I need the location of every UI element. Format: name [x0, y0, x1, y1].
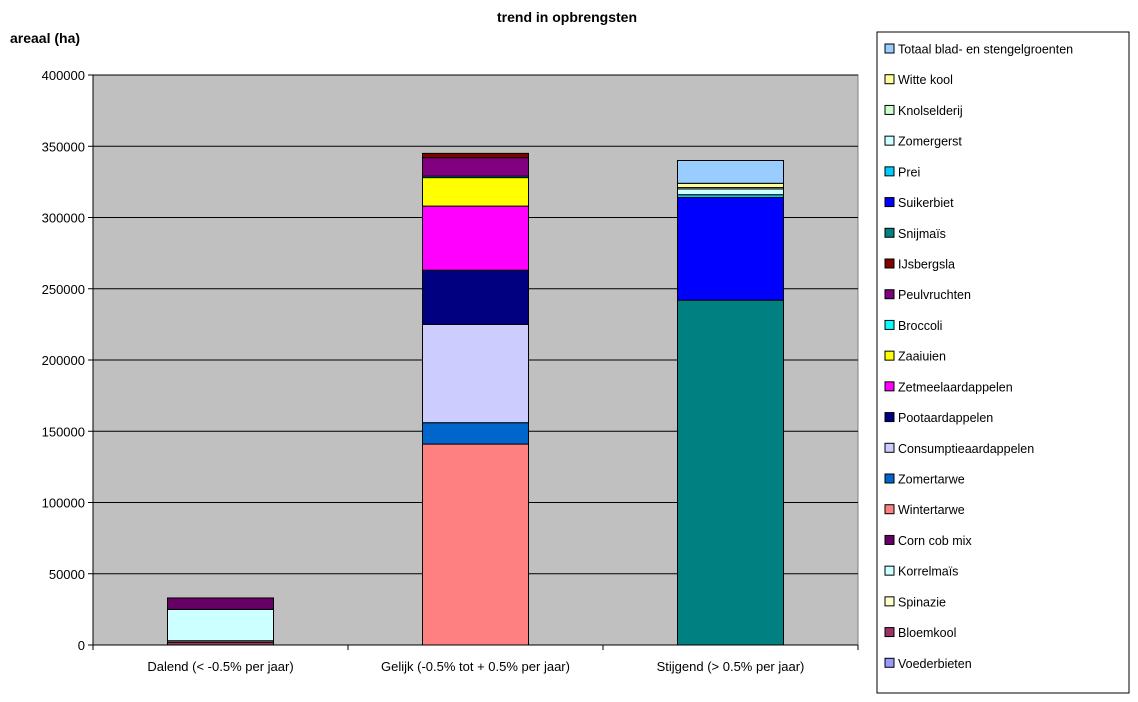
bar-segment [677, 188, 784, 196]
legend-swatch [884, 657, 895, 668]
legend-swatch [884, 135, 895, 146]
legend-swatch [884, 319, 895, 330]
legend-label: Voederbieten [898, 657, 972, 671]
legend-label: Pootaardappelen [898, 411, 993, 425]
legend-label: Witte kool [898, 73, 953, 87]
bar-segment [167, 608, 274, 642]
legend-swatch [884, 350, 895, 361]
bar-segment [422, 269, 529, 325]
legend-label: Prei [898, 165, 920, 179]
y-tick-label: 300000 [42, 211, 85, 226]
legend-label: IJsbergsla [898, 258, 955, 272]
legend-label: Consumptieaardappelen [898, 442, 1034, 456]
legend-swatch [884, 166, 895, 177]
chart-title: trend in opbrengsten [497, 9, 637, 25]
bar-segment [422, 157, 529, 177]
legend-label: Zaaiuien [898, 350, 946, 364]
legend-label: Totaal blad- en stengelgroenten [898, 43, 1073, 57]
bar-segment [422, 323, 529, 424]
legend-swatch [884, 412, 895, 423]
legend-swatch [884, 289, 895, 300]
plot-area: 0 50000 100000 150000 200000 250000 300000 3500… [42, 68, 859, 674]
legend-label: Snijmaïs [898, 227, 946, 241]
legend-label: Peulvruchten [898, 288, 971, 302]
legend-label: Suikerbiet [898, 196, 954, 210]
legend-swatch [884, 565, 895, 576]
y-axis-label: areaal (ha) [10, 30, 80, 46]
legend-swatch [884, 258, 895, 269]
legend-label: Zomertarwe [898, 473, 965, 487]
legend-box [876, 31, 1130, 694]
bar-segment [677, 299, 784, 646]
bar-segment [167, 597, 274, 610]
bar-segment [422, 152, 529, 159]
legend-label: Corn cob mix [898, 534, 972, 548]
x-tick-label: Gelijk (-0.5% tot + 0.5% per jaar) [381, 659, 570, 674]
legend-label: Spinazie [898, 595, 946, 609]
legend-label: Korrelmaïs [898, 565, 958, 579]
y-tick-label: 0 [78, 638, 85, 653]
legend-swatch [884, 627, 895, 638]
bar-segment [677, 197, 784, 301]
bar-segment [422, 422, 529, 445]
legend-swatch [884, 104, 895, 115]
y-tick-label: 100000 [42, 496, 85, 511]
legend-label: Zetmeelaardappelen [898, 380, 1013, 394]
legend-swatch [884, 227, 895, 238]
bar-segment [422, 205, 529, 271]
legend: Totaal blad- en stengelgroenten Witte koo… [876, 31, 1130, 694]
y-tick-label: 250000 [42, 282, 85, 297]
legend-swatch [884, 534, 895, 545]
bar-segment [422, 443, 529, 646]
legend-label: Wintertarwe [898, 503, 965, 517]
legend-swatch [884, 442, 895, 453]
legend-swatch [884, 74, 895, 85]
x-tick-label: Stijgend (> 0.5% per jaar) [657, 659, 805, 674]
legend-label: Knolselderij [898, 104, 963, 118]
x-tick-label: Dalend (< -0.5% per jaar) [147, 659, 293, 674]
legend-swatch [884, 596, 895, 607]
legend-label: Broccoli [898, 319, 942, 333]
bar-segment [677, 160, 784, 184]
y-tick-label: 200000 [42, 353, 85, 368]
y-tick-label: 350000 [42, 139, 85, 154]
legend-swatch [884, 504, 895, 515]
legend-label: Bloemkool [898, 626, 956, 640]
bar-segment [677, 182, 784, 189]
legend-swatch [884, 43, 895, 54]
legend-swatch [884, 473, 895, 484]
y-tick-label: 50000 [49, 567, 85, 582]
y-tick-label: 150000 [42, 424, 85, 439]
y-tick-label: 400000 [42, 68, 85, 83]
legend-swatch [884, 197, 895, 208]
legend-swatch [884, 381, 895, 392]
legend-label: Zomergerst [898, 135, 962, 149]
bar-segment [422, 177, 529, 207]
